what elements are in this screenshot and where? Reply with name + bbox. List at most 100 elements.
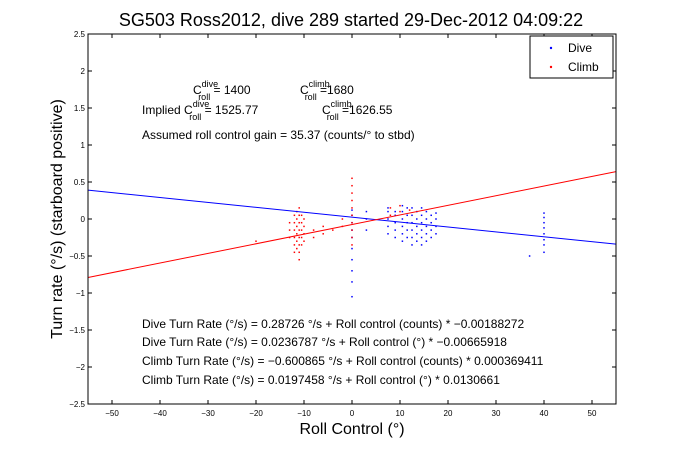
climb-point [300, 229, 303, 231]
climb-point [351, 244, 353, 246]
dive-point [387, 210, 389, 213]
climb-point [351, 184, 353, 187]
dive-point [543, 227, 545, 229]
climb-point [255, 240, 257, 242]
dive-point [394, 236, 396, 239]
dive-point [416, 233, 418, 235]
dive-point [543, 238, 545, 241]
dive-point [425, 233, 428, 235]
climb-point [303, 218, 305, 220]
y-tick-label: −0.5 [69, 252, 85, 261]
x-tick-label: 20 [444, 409, 453, 418]
climb-point [351, 229, 353, 231]
climb-point [300, 214, 303, 217]
climb-point [298, 236, 300, 239]
dive-point [351, 295, 353, 298]
dive-point [420, 214, 423, 217]
implied-dive-annotation: Implied Cdive roll = 1525.77 [142, 99, 259, 122]
dive-point [430, 229, 432, 231]
dive-point [416, 240, 418, 242]
x-tick-label: −30 [201, 409, 215, 418]
dive-point [406, 207, 408, 209]
dive-point [411, 236, 413, 239]
dive-point [420, 236, 423, 239]
dive-point [401, 204, 404, 207]
dive-point [528, 255, 531, 257]
climb-point [399, 204, 401, 207]
y-axis-label: Turn rate (°/s) (starboard positive) [49, 99, 66, 339]
y-tick-label: −1 [76, 289, 86, 298]
climb-point [298, 229, 300, 231]
dive-point [401, 233, 404, 235]
legend-dive-marker [549, 46, 553, 50]
climb-point [322, 233, 324, 235]
roll-gain-annotation: Assumed roll control gain = 35.37 (count… [142, 128, 415, 142]
x-tick-label: 10 [396, 409, 405, 418]
dive-point [543, 251, 545, 254]
climb-point [293, 214, 296, 217]
climb-point [296, 247, 298, 250]
dive-point [351, 247, 353, 250]
dive-point [420, 229, 423, 231]
x-tick-label: 40 [540, 409, 549, 418]
dive-point [401, 210, 404, 213]
climb-point [351, 221, 353, 224]
climb-point [341, 218, 344, 220]
climb-point [298, 221, 300, 224]
climb-point [351, 207, 353, 209]
climb-point [296, 218, 298, 220]
climb-point [293, 244, 296, 246]
climb-point [351, 177, 353, 180]
climb-point [293, 221, 296, 224]
dive-point [543, 233, 545, 235]
implied-climb-annotation: Cclimb roll =1626.55 [322, 99, 393, 122]
dive-point [365, 210, 368, 213]
dive-point [351, 258, 353, 261]
dive-point [387, 225, 389, 228]
dive-point [425, 218, 428, 220]
dive-point [351, 281, 353, 283]
x-tick-label: −40 [153, 409, 167, 418]
dive-point [394, 221, 396, 224]
climb-point [296, 225, 298, 228]
climb-point [322, 225, 324, 228]
climb-point [332, 229, 334, 231]
dive-point [435, 225, 437, 228]
fit-equation-4: Climb Turn Rate (°/s) = 0.0197458 °/s + … [142, 373, 500, 387]
climb-point [298, 214, 300, 217]
climb-point [296, 233, 298, 235]
dive-point [543, 216, 545, 219]
dive-point [430, 236, 432, 239]
climb-point [293, 251, 296, 254]
dive-point [351, 209, 353, 211]
legend-box [529, 35, 614, 79]
dive-point [543, 221, 545, 224]
dive-point [411, 214, 413, 217]
climb-point [303, 240, 305, 242]
y-tick-label: 0.5 [74, 178, 86, 187]
dive-point [435, 233, 437, 235]
legend: Dive Climb [529, 35, 614, 79]
dive-point [430, 214, 432, 217]
dive-point [411, 207, 413, 209]
climb-point [298, 244, 300, 246]
dive-point [420, 244, 423, 246]
climb-point [300, 244, 303, 246]
climb-point [351, 236, 353, 239]
dive-point [365, 229, 368, 231]
y-tick-label: 2.5 [74, 30, 86, 39]
dive-point [394, 229, 396, 231]
climb-point [399, 210, 401, 213]
dive-point [543, 212, 545, 214]
climb-point [296, 240, 298, 242]
dive-point [387, 233, 389, 235]
dive-point [351, 270, 353, 272]
y-tick-label: −2.5 [69, 400, 85, 409]
climb-point [389, 207, 392, 209]
climb-point [288, 221, 291, 224]
dive-point [394, 214, 396, 217]
dive-point [425, 225, 428, 228]
dive-point [430, 221, 432, 224]
x-tick-label: −50 [105, 409, 119, 418]
plot-frame [87, 33, 617, 405]
